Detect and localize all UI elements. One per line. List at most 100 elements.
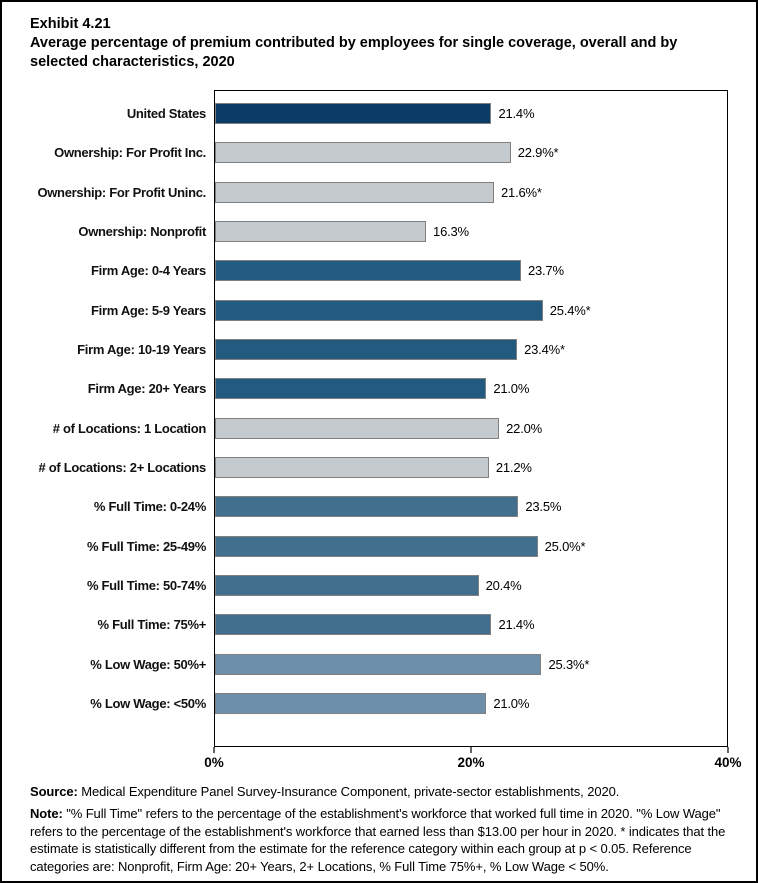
bar [215,692,487,714]
bar-row: Firm Age: 10-19 Years 23.4%* [2,330,756,369]
x-tick [727,747,729,753]
category-label: # of Locations: 1 Location [52,420,207,436]
category-label: Ownership: Nonprofit [78,224,206,240]
x-axis: 0% 20% 40% [204,747,742,783]
exhibit-number: Exhibit 4.21 [30,16,111,32]
x-tick-label: 20% [457,755,485,770]
bar-row: % Full Time: 50-74% 20.4% [2,566,756,605]
value-label: 21.0% [493,695,530,711]
chart-title: Average percentage of premium contribute… [30,35,678,70]
bar-track: 25.4%* [215,299,728,321]
value-label: 20.4% [485,577,522,593]
value-label: 21.4% [498,617,535,633]
category-label: % Full Time: 25-49% [86,538,206,554]
note-label: Note: [30,806,63,821]
bar-track: 22.0% [215,417,728,439]
bar-track: 23.7% [215,260,728,282]
bar [215,614,492,636]
methods-note: Note: "% Full Time" refers to the percen… [30,805,738,875]
category-label: Ownership: For Profit Inc. [54,145,206,161]
bar [215,299,543,321]
bar-row: % Full Time: 75%+ 21.4% [2,605,756,644]
x-tick [470,747,472,753]
source-text: Medical Expenditure Panel Survey-Insuran… [81,784,620,799]
bar-track: 21.4% [215,103,728,125]
category-label: Firm Age: 0-4 Years [91,263,206,279]
bar [215,142,511,164]
x-tick-label: 40% [714,755,742,770]
bar-chart: United States 21.4% Ownership: For Profi… [2,90,756,785]
bar-track: 21.4% [215,614,728,636]
value-label: 22.9%* [517,145,559,161]
x-tick-label: 0% [204,755,224,770]
category-label: Firm Age: 5-9 Years [91,302,206,318]
category-label: # of Locations: 2+ Locations [38,459,207,475]
bar-track: 23.5% [215,496,728,518]
bar-row: Ownership: For Profit Inc. 22.9%* [2,133,756,172]
bar-track: 23.4%* [215,339,728,361]
category-label: Ownership: For Profit Uninc. [37,184,206,200]
value-label: 21.6%* [501,184,542,200]
bar-row: United States 21.4% [2,94,756,133]
bar [215,574,479,596]
value-label: 21.0% [493,381,530,397]
category-label: % Full Time: 0-24% [93,499,206,515]
bar-row: % Full Time: 25-49% 25.0%* [2,526,756,565]
bar-track: 21.2% [215,456,728,478]
bar-track: 21.6%* [215,181,728,203]
bar-track: 21.0% [215,378,728,400]
bar-row: Ownership: For Profit Uninc. 21.6%* [2,173,756,212]
bar [215,417,500,439]
category-label: % Low Wage: <50% [90,695,206,711]
bar [215,103,492,125]
value-label: 21.2% [495,459,532,475]
bar-track: 21.0% [215,692,728,714]
bar-row: Ownership: Nonprofit 16.3% [2,212,756,251]
bar [215,221,427,243]
bar-track: 16.3% [215,221,728,243]
bar [215,653,542,675]
bar-row: Firm Age: 5-9 Years 25.4%* [2,291,756,330]
bar-row: Firm Age: 20+ Years 21.0% [2,369,756,408]
bar-track: 25.0%* [215,535,728,557]
bar-track: 22.9%* [215,142,728,164]
category-label: Firm Age: 20+ Years [87,381,207,397]
value-label: 23.7% [527,263,564,279]
value-label: 25.4%* [549,302,591,318]
value-label: 22.0% [506,420,543,436]
bar-row: # of Locations: 1 Location 22.0% [2,409,756,448]
category-label: Firm Age: 10-19 Years [77,342,206,358]
bar [215,535,538,557]
value-label: 25.0%* [544,538,586,554]
bar-row: # of Locations: 2+ Locations 21.2% [2,448,756,487]
x-tick [213,747,215,753]
title-block: Exhibit 4.21 Average percentage of premi… [2,2,756,72]
bar [215,260,521,282]
bar [215,378,487,400]
source-note: Source: Medical Expenditure Panel Survey… [30,783,738,800]
value-label: 21.4% [498,106,535,122]
footer: Source: Medical Expenditure Panel Survey… [2,783,756,875]
value-label: 25.3%* [548,656,590,672]
bar-row: % Low Wage: <50% 21.0% [2,684,756,723]
value-label: 23.4%* [524,342,565,358]
bar-track: 20.4% [215,574,728,596]
category-label: % Full Time: 50-74% [86,577,206,593]
value-label: 23.5% [525,499,562,515]
bar [215,181,495,203]
category-label: % Full Time: 75%+ [97,617,207,633]
bar-rows: United States 21.4% Ownership: For Profi… [2,90,756,747]
bar [215,456,489,478]
note-text: "% Full Time" refers to the percentage o… [30,806,726,874]
category-label: % Low Wage: 50%+ [90,656,206,672]
bar-track: 25.3%* [215,653,728,675]
bar-row: % Full Time: 0-24% 23.5% [2,487,756,526]
bar [215,339,518,361]
category-label: United States [126,106,206,122]
value-label: 16.3% [433,224,469,240]
bar-row: Firm Age: 0-4 Years 23.7% [2,251,756,290]
bar-row: % Low Wage: 50%+ 25.3%* [2,644,756,683]
source-label: Source: [30,784,78,799]
bar [215,496,519,518]
